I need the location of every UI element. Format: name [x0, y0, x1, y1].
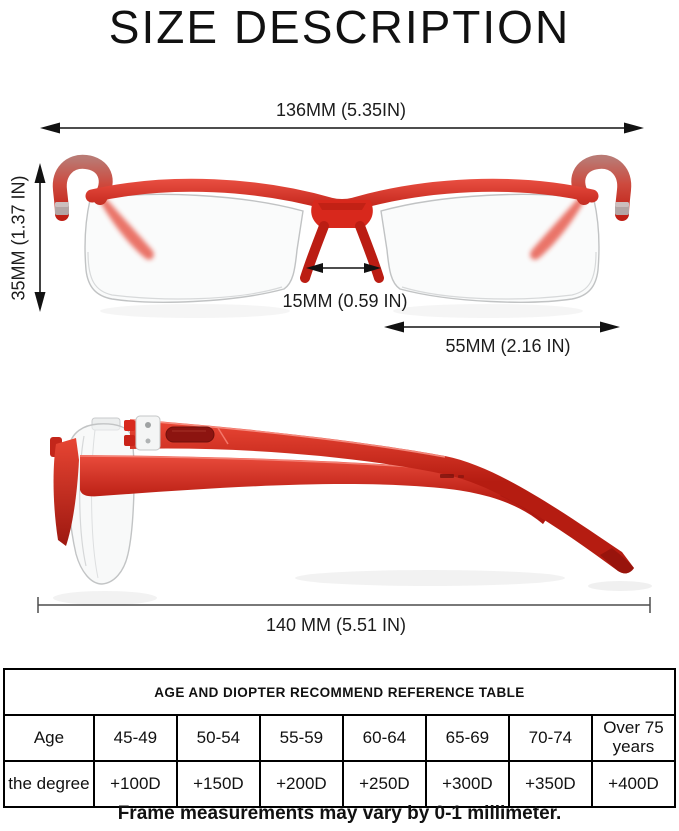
- table-row-age: Age 45-49 50-54 55-59 60-64 65-69 70-74 …: [3, 714, 677, 762]
- table-cell: 65-69: [424, 714, 510, 762]
- glasses-front-view: [52, 154, 632, 318]
- side-temple-far: [79, 455, 549, 524]
- table-cell: 50-54: [175, 714, 261, 762]
- table-cell: 70-74: [507, 714, 593, 762]
- table-cell: +300D: [424, 760, 510, 808]
- age-diopter-table: AGE AND DIOPTER RECOMMEND REFERENCE TABL…: [3, 668, 677, 808]
- row-label: Age: [3, 714, 95, 762]
- bridge-width-label: 15MM (0.59 IN): [282, 291, 408, 311]
- table-cell: +150D: [175, 760, 261, 808]
- table-cell: +400D: [590, 760, 677, 808]
- table-cell: +200D: [258, 760, 344, 808]
- table-row-degree: the degree +100D +150D +200D +250D +300D…: [3, 760, 677, 808]
- table-cell: +100D: [92, 760, 178, 808]
- front-brow-bar: [85, 178, 599, 283]
- frame-width-label: 136MM (5.35IN): [275, 100, 407, 120]
- lens-width-label: 55MM (2.16 IN): [445, 336, 571, 356]
- table-header-row: AGE AND DIOPTER RECOMMEND REFERENCE TABL…: [3, 668, 676, 716]
- tolerance-note: Frame measurements may vary by 0-1 milli…: [117, 803, 562, 824]
- table-cell: +250D: [341, 760, 427, 808]
- reference-table-container: AGE AND DIOPTER RECOMMEND REFERENCE TABL…: [3, 668, 677, 808]
- row-label: the degree: [3, 760, 95, 808]
- front-lenses: [84, 193, 600, 303]
- lens-height-arrow: [34, 163, 46, 312]
- side-frame-front: [50, 437, 79, 546]
- side-temple-near: [124, 415, 634, 574]
- table-cell: 45-49: [92, 714, 178, 762]
- front-temple-tips: [52, 154, 632, 221]
- frame-width-arrow: [40, 122, 644, 134]
- table-cell: Over 75 years: [590, 714, 677, 762]
- page-title: SIZE DESCRIPTION: [108, 1, 571, 53]
- lens-width-arrow: [384, 321, 620, 333]
- temple-length-line: [37, 597, 651, 613]
- table-title: AGE AND DIOPTER RECOMMEND REFERENCE TABL…: [3, 668, 676, 716]
- table-cell: +350D: [507, 760, 593, 808]
- lens-height-label: 35MM (1.37 IN): [8, 175, 29, 301]
- glasses-side-view: [50, 415, 652, 605]
- table-cell: 55-59: [258, 714, 344, 762]
- table-cell: 60-64: [341, 714, 427, 762]
- temple-length-label: 140 MM (5.51 IN): [265, 615, 407, 635]
- bridge-width-arrow: [306, 263, 381, 273]
- measurement-arrows: [34, 122, 651, 613]
